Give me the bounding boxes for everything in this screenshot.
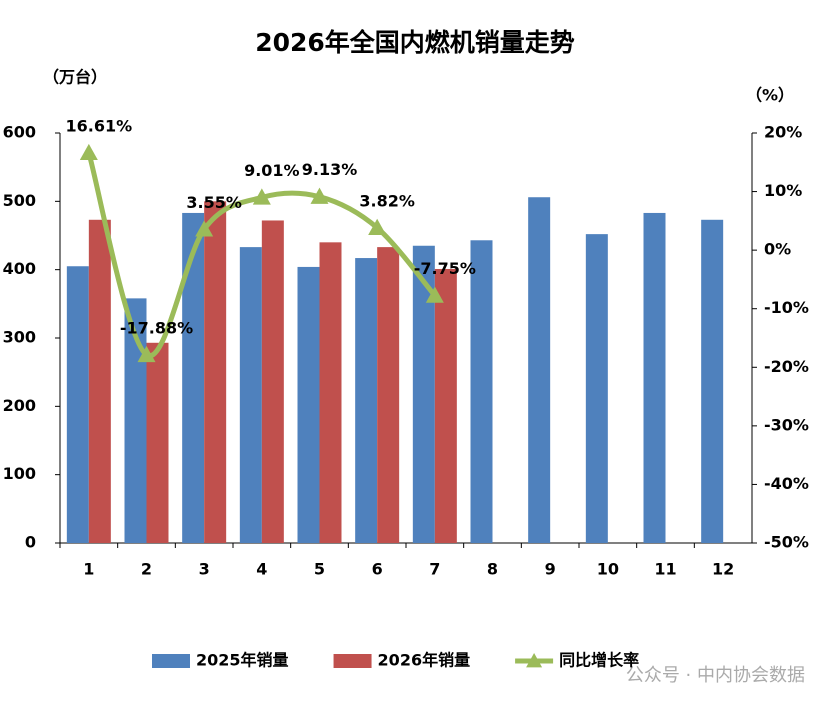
- bar: [319, 242, 342, 544]
- marker: [195, 220, 214, 237]
- x-tick-label: 3: [199, 560, 210, 579]
- x-tick-label: 1: [83, 560, 94, 579]
- data-label: 9.13%: [302, 160, 358, 179]
- y2-tick-label: -10%: [764, 298, 809, 317]
- x-tick-label: 10: [597, 560, 619, 579]
- bar: [585, 234, 608, 543]
- data-label: 9.01%: [244, 161, 300, 180]
- legend-label: 2026年销量: [378, 651, 471, 670]
- data-label: 3.55%: [186, 193, 242, 212]
- y2-tick-label: -50%: [764, 533, 809, 552]
- marker: [368, 218, 387, 235]
- y-tick-label: 500: [3, 191, 36, 210]
- data-label: -17.88%: [120, 318, 193, 337]
- y2-tick-label: -20%: [764, 357, 809, 376]
- x-tick-label: 12: [712, 560, 734, 579]
- bar: [261, 220, 284, 543]
- y-tick-label: 0: [25, 533, 36, 552]
- bar: [434, 268, 457, 543]
- x-tick-label: 4: [256, 560, 267, 579]
- y-tick-label: 600: [3, 123, 36, 142]
- legend-swatch: [526, 653, 543, 668]
- y2-tick-label: 20%: [764, 123, 802, 142]
- bar: [204, 201, 227, 544]
- x-tick-label: 2: [141, 560, 152, 579]
- y-tick-label: 400: [3, 259, 36, 278]
- data-label: 3.82%: [359, 191, 415, 210]
- bar: [355, 258, 378, 543]
- chart-title: 2026年全国内燃机销量走势: [255, 28, 575, 57]
- watermark: 公众号 · 中内协会数据: [626, 665, 805, 686]
- bar: [66, 266, 89, 543]
- data-label: -7.75%: [414, 259, 476, 278]
- bar: [88, 219, 111, 544]
- legend-label: 同比增长率: [559, 651, 639, 670]
- bar: [470, 240, 493, 544]
- bar: [182, 212, 205, 543]
- bar: [239, 247, 262, 543]
- legend-swatch: [152, 654, 190, 668]
- bar: [297, 266, 320, 543]
- marker: [425, 286, 444, 303]
- marker: [79, 143, 98, 161]
- marker: [137, 345, 156, 363]
- marker: [252, 188, 271, 205]
- y-tick-label: 100: [3, 464, 36, 483]
- bar: [146, 342, 169, 543]
- data-label: 16.61%: [66, 116, 133, 135]
- y2-tick-label: 10%: [764, 181, 802, 200]
- y-axis-label: （万台）: [43, 68, 107, 87]
- legend-swatch: [333, 654, 372, 668]
- y2-tick-label: -40%: [764, 474, 809, 493]
- bar: [701, 219, 724, 544]
- bar: [528, 197, 551, 543]
- legend-label: 2025年销量: [196, 651, 289, 670]
- bar: [412, 245, 435, 543]
- x-tick-label: 6: [372, 560, 383, 579]
- x-tick-label: 7: [429, 560, 440, 579]
- x-tick-label: 5: [314, 560, 325, 579]
- bar: [643, 212, 666, 543]
- bar: [377, 247, 400, 543]
- y-tick-label: 200: [3, 396, 36, 415]
- y2-tick-label: 0%: [764, 240, 791, 259]
- y2-axis-label: （%）: [746, 86, 794, 105]
- y-tick-label: 300: [3, 328, 36, 347]
- x-tick-label: 9: [545, 560, 556, 579]
- y2-tick-label: -30%: [764, 415, 809, 434]
- x-tick-label: 8: [487, 560, 498, 579]
- marker: [310, 187, 329, 204]
- x-tick-label: 11: [654, 560, 676, 579]
